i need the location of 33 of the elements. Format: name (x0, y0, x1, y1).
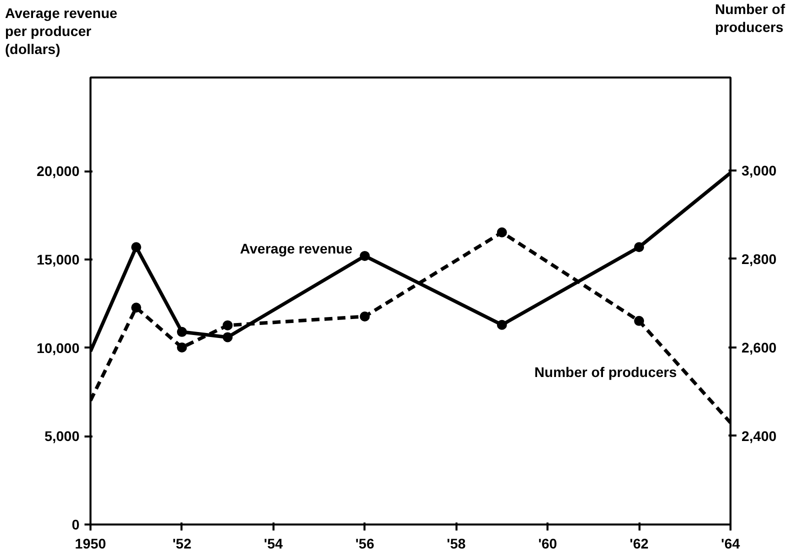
y-tick-label: 10,000 (36, 340, 80, 356)
y-tick-label: 0 (72, 516, 80, 532)
x-tick-label: '56 (355, 536, 374, 552)
x-tick-label: '54 (264, 536, 284, 552)
point (360, 312, 370, 322)
point (176, 342, 187, 352)
point (176, 326, 187, 337)
y2-tick-label: 3,000 (742, 162, 777, 178)
y-tick-label: 20,000 (36, 163, 80, 180)
point (131, 302, 142, 313)
point (222, 320, 233, 330)
x-tick-label: '60 (538, 536, 558, 552)
x-tick-label: '58 (446, 536, 466, 552)
point (360, 250, 370, 261)
point (131, 242, 142, 252)
point (496, 227, 507, 238)
y2-axis-title: Number of producers (715, 0, 785, 36)
point (634, 242, 644, 252)
x-tick-label: '52 (172, 536, 192, 552)
y-tick-label: 15,000 (36, 251, 80, 268)
point (222, 332, 233, 342)
series-label: Average revenue (240, 240, 353, 257)
point (496, 320, 507, 330)
y-tick-label: 5,000 (44, 428, 80, 444)
series-label: Number of producers (534, 364, 677, 380)
y2-tick-label: 2,600 (742, 339, 777, 356)
x-tick-label: '64 (721, 536, 740, 552)
y2-tick-label: 2,800 (742, 250, 777, 267)
x-tick-label: 1950 (74, 536, 106, 552)
x-tick-label: '62 (630, 536, 649, 552)
point (634, 316, 644, 326)
y2-tick-label: 2,400 (742, 428, 777, 444)
y-axis-title: Average revenue per producer (dollars) (5, 4, 118, 58)
